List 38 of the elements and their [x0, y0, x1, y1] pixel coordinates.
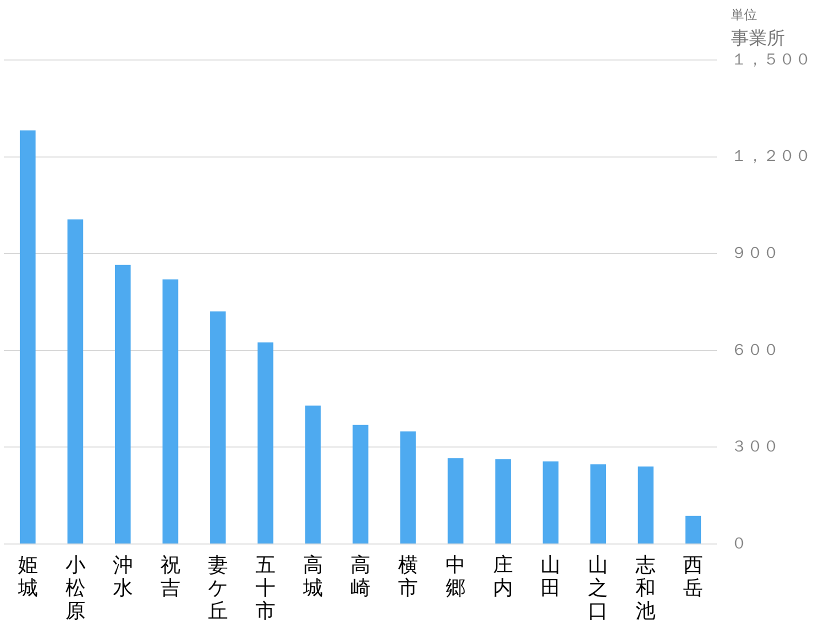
x-tick-label: 祝吉 [160, 552, 180, 600]
x-tick-label: 庄内 [493, 552, 514, 600]
bar [542, 461, 558, 544]
bar [67, 219, 84, 544]
bar [495, 459, 511, 544]
bar [162, 279, 178, 544]
x-tick-label: 高城 [302, 552, 323, 600]
text: 単位 [731, 7, 757, 24]
y-tick-label: ３００ [731, 438, 779, 456]
y-tick-label: ９００ [731, 245, 779, 262]
y-tick-label: ６００ [731, 342, 779, 359]
bar [448, 458, 464, 544]
x-tick-label: 中郷 [446, 552, 466, 600]
x-tick-label: 沖水 [112, 552, 133, 600]
x-tick-label: 横市 [398, 552, 418, 600]
bar [352, 424, 368, 544]
bar [400, 431, 416, 544]
x-tick-label: 西岳 [683, 552, 704, 600]
x-tick-label: 山之口 [588, 552, 608, 623]
x-tick-label: 五十市 [255, 552, 276, 623]
bar [114, 264, 131, 544]
bar [305, 406, 321, 544]
bar [590, 464, 606, 544]
x-tick-label: 山田 [540, 552, 561, 600]
bar [20, 130, 36, 544]
y-tick-label: ０ [731, 535, 747, 552]
y-tick-label: １，５００ [731, 51, 811, 68]
bar [258, 342, 274, 544]
x-tick-label: 小松原 [65, 552, 86, 623]
x-tick-label: 高崎 [350, 552, 370, 600]
bar [638, 466, 654, 544]
y-tick-label: １，２００ [731, 148, 811, 166]
y-axis-title: 事業所 [731, 27, 785, 50]
bar [210, 311, 226, 544]
x-tick-label: 志和池 [636, 552, 656, 623]
x-tick-label: 姫城 [16, 552, 38, 600]
bar [685, 516, 702, 544]
x-tick-label: 妻ケ丘 [208, 552, 228, 623]
